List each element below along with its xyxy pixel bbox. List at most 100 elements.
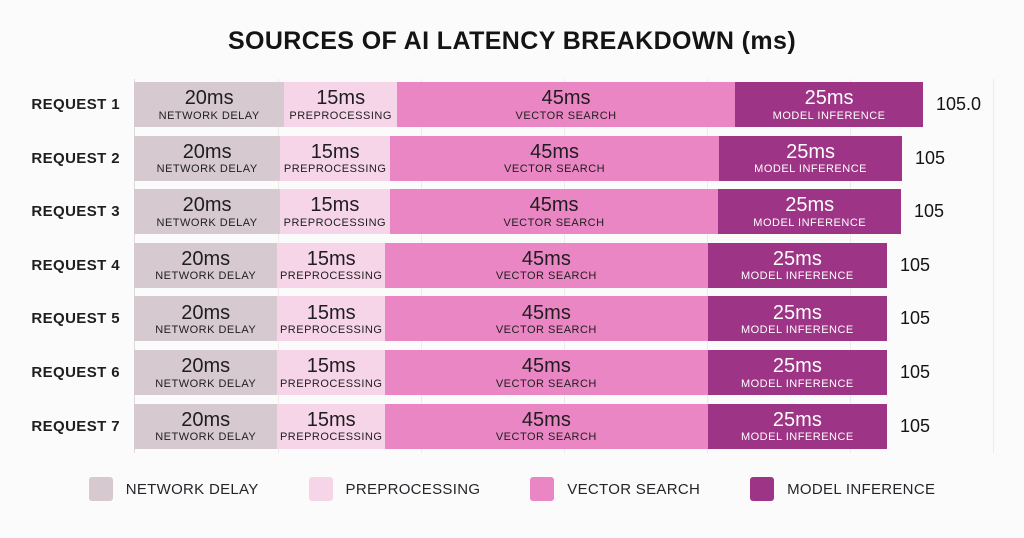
segment-name: VECTOR SEARCH: [503, 216, 605, 229]
row-label: REQUEST 1: [31, 96, 120, 113]
segment-value: 25ms: [772, 247, 822, 270]
legend-swatch: [88, 477, 113, 501]
row-label: REQUEST 3: [31, 203, 120, 221]
segment-preprocessing: 15ms PREPROCESSING: [277, 349, 385, 395]
request-row: REQUEST 7 20ms NETWORK DELAY 15ms PREPROCESS…: [0, 403, 1024, 449]
segment-name: MODEL INFERENCE: [740, 431, 854, 444]
request-row: REQUEST 1 20ms NETWORK DELAY 15ms PREPROCESS…: [0, 82, 1024, 127]
segment-vector-search: 45ms VECTOR SEARCH: [385, 403, 708, 449]
segment-preprocessing: 15ms PREPROCESSING: [277, 403, 385, 449]
segment-value: 20ms: [182, 194, 232, 217]
stacked-bar: 20ms NETWORK DELAY 15ms PREPROCESSING 45ms VE…: [134, 296, 887, 342]
segment-model-inference: 25ms MODEL INFERENCE: [707, 296, 887, 342]
segment-name: PREPROCESSING: [283, 163, 387, 176]
segment-value: 45ms: [529, 194, 579, 217]
stacked-bar: 20ms NETWORK DELAY 15ms PREPROCESSING 45ms VE…: [134, 242, 887, 288]
request-row: REQUEST 2 20ms NETWORK DELAY 15ms PREPROCESS…: [0, 135, 1024, 181]
legend-label: PREPROCESSING: [345, 480, 481, 498]
stacked-bar: 20ms NETWORK DELAY 15ms PREPROCESSING 45ms VE…: [134, 349, 887, 395]
legend-item-vector-search: VECTOR SEARCH: [530, 477, 700, 501]
segment-model-inference: 25ms MODEL INFERENCE: [719, 135, 902, 181]
segment-name: PREPROCESSING: [279, 377, 383, 390]
segment-name: VECTOR SEARCH: [495, 431, 597, 444]
segment-model-inference: 25ms MODEL INFERENCE: [718, 189, 902, 235]
segment-value: 45ms: [521, 301, 571, 324]
segment-preprocessing: 15ms PREPROCESSING: [280, 189, 390, 235]
segment-name: VECTOR SEARCH: [504, 163, 606, 176]
segment-name: MODEL INFERENCE: [740, 323, 854, 336]
legend-swatch: [530, 477, 555, 501]
segment-value: 25ms: [772, 408, 822, 431]
row-total: 105.0: [936, 94, 982, 114]
segment-name: VECTOR SEARCH: [495, 270, 597, 283]
segment-value: 45ms: [521, 408, 571, 431]
legend-item-model-inference: MODEL INFERENCE: [750, 477, 935, 501]
row-total: 105: [900, 254, 931, 275]
segment-vector-search: 45ms VECTOR SEARCH: [390, 135, 720, 181]
segment-value: 20ms: [181, 355, 231, 378]
request-row: REQUEST 5 20ms NETWORK DELAY 15ms PREPROCESS…: [0, 296, 1024, 342]
request-row: REQUEST 3 20ms NETWORK DELAY 15ms PREPROCESS…: [0, 189, 1024, 235]
segment-name: VECTOR SEARCH: [495, 377, 597, 390]
segment-name: MODEL INFERENCE: [740, 270, 854, 283]
segment-value: 25ms: [772, 355, 822, 378]
segment-value: 15ms: [310, 194, 360, 217]
segment-network-delay: 20ms NETWORK DELAY: [134, 403, 278, 449]
segment-network-delay: 20ms NETWORK DELAY: [134, 189, 281, 235]
segment-model-inference: 25ms MODEL INFERENCE: [707, 403, 887, 449]
segment-value: 20ms: [182, 140, 232, 163]
segment-value: 15ms: [306, 355, 356, 378]
segment-preprocessing: 15ms PREPROCESSING: [277, 242, 385, 288]
segment-preprocessing: 15ms PREPROCESSING: [284, 82, 397, 127]
segment-value: 20ms: [181, 247, 231, 270]
row-label: REQUEST 4: [31, 256, 120, 274]
segment-name: NETWORK DELAY: [155, 377, 257, 390]
stacked-bar: 20ms NETWORK DELAY 15ms PREPROCESSING 45ms VE…: [134, 189, 902, 235]
stacked-bar: 20ms NETWORK DELAY 15ms PREPROCESSING 45ms VE…: [134, 82, 923, 127]
segment-value: 20ms: [181, 408, 231, 431]
segment-value: 15ms: [306, 301, 356, 324]
segment-vector-search: 45ms VECTOR SEARCH: [389, 189, 719, 235]
segment-name: PREPROCESSING: [283, 216, 387, 229]
segment-preprocessing: 15ms PREPROCESSING: [280, 135, 390, 181]
segment-network-delay: 20ms NETWORK DELAY: [134, 242, 278, 288]
legend-swatch: [750, 477, 775, 501]
segment-name: NETWORK DELAY: [155, 323, 257, 336]
request-row: REQUEST 6 20ms NETWORK DELAY 15ms PREPROCESS…: [0, 349, 1024, 395]
legend-swatch: [308, 477, 333, 501]
segment-value: 25ms: [772, 301, 822, 324]
segment-value: 25ms: [804, 87, 854, 110]
segment-network-delay: 20ms NETWORK DELAY: [134, 349, 278, 395]
segment-model-inference: 25ms MODEL INFERENCE: [735, 82, 923, 127]
segment-name: MODEL INFERENCE: [772, 109, 886, 122]
segment-value: 15ms: [306, 408, 356, 431]
segment-model-inference: 25ms MODEL INFERENCE: [707, 349, 887, 395]
row-label: REQUEST 5: [31, 310, 120, 328]
segment-name: NETWORK DELAY: [158, 109, 260, 122]
segment-name: PREPROCESSING: [279, 270, 383, 283]
stacked-bar: 20ms NETWORK DELAY 15ms PREPROCESSING 45ms VE…: [134, 135, 902, 181]
stacked-bar: 20ms NETWORK DELAY 15ms PREPROCESSING 45ms VE…: [134, 403, 887, 449]
segment-name: MODEL INFERENCE: [754, 163, 867, 176]
row-label: REQUEST 7: [31, 417, 120, 435]
segment-value: 25ms: [785, 194, 835, 217]
segment-network-delay: 20ms NETWORK DELAY: [134, 82, 285, 127]
legend-item-preprocessing: PREPROCESSING: [308, 477, 481, 501]
request-row: REQUEST 4 20ms NETWORK DELAY 15ms PREPROCESS…: [0, 242, 1024, 288]
segment-name: NETWORK DELAY: [156, 216, 258, 229]
legend-label: NETWORK DELAY: [125, 480, 259, 498]
segment-network-delay: 20ms NETWORK DELAY: [134, 135, 281, 181]
segment-name: MODEL INFERENCE: [740, 377, 854, 390]
segment-vector-search: 45ms VECTOR SEARCH: [385, 349, 708, 395]
latency-chart: REQUEST 1 20ms NETWORK DELAY 15ms PREPROCESS…: [0, 79, 1024, 453]
row-label: REQUEST 6: [31, 363, 120, 381]
legend-label: MODEL INFERENCE: [787, 480, 936, 498]
segment-value: 20ms: [184, 87, 234, 110]
legend-label: VECTOR SEARCH: [567, 480, 701, 498]
chart-title: SOURCES OF AI LATENCY BREAKDOWN (ms): [227, 27, 797, 55]
segment-vector-search: 45ms VECTOR SEARCH: [397, 82, 736, 127]
row-total: 105: [914, 201, 945, 222]
segment-name: VECTOR SEARCH: [495, 323, 597, 336]
segment-name: PREPROCESSING: [289, 109, 392, 122]
row-total: 105: [915, 147, 946, 168]
